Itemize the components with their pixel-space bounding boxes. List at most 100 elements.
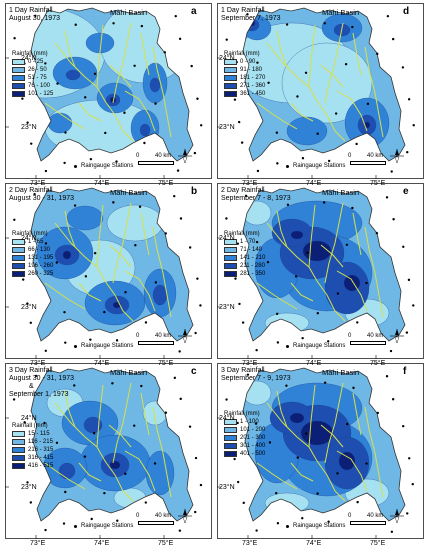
lat-label: 24°N	[219, 415, 235, 422]
raingauge-station	[73, 384, 76, 387]
map-panel-f: 3 Day Rainfall September 7 - 9, 1973 Mahi …	[217, 363, 424, 539]
legend-title: Rainfall (mm)	[224, 231, 260, 237]
raingauge-station	[275, 131, 279, 134]
raingauge-station	[376, 52, 379, 56]
lon-label: 73°E	[242, 360, 258, 367]
raingauge-station	[225, 398, 228, 401]
lon-label: 74°E	[306, 540, 322, 547]
lon-label: 74°E	[94, 540, 110, 547]
station-dot-icon	[74, 164, 77, 168]
panel-letter: d	[403, 6, 410, 17]
legend-item: 51 - 75	[12, 74, 53, 82]
river-line	[152, 406, 172, 498]
map-title-line: September 7, 1973	[221, 15, 281, 22]
raingauge-station	[164, 411, 168, 414]
rainfall-zone	[302, 240, 332, 262]
raingauge-station	[391, 37, 395, 41]
raingauge-station	[29, 501, 33, 504]
rainfall-zone	[66, 205, 104, 231]
north-arrow-icon	[390, 149, 404, 164]
legend-title: Rainfall (mm)	[12, 231, 48, 237]
river-line	[320, 244, 344, 268]
raingauge-station	[405, 331, 409, 334]
raingauge-station	[89, 157, 93, 161]
lon-label: 75°E	[158, 360, 174, 367]
legend-item: 271 - 360	[224, 82, 265, 90]
legend-swatch	[224, 263, 237, 269]
lon-label: 74°E	[306, 180, 322, 187]
river-line	[266, 222, 346, 322]
lat-label: 23°N	[21, 304, 37, 311]
legend-label: 361 - 450	[240, 91, 266, 97]
raingauge-station	[12, 398, 16, 401]
map-title-line: August 30 - 31, 1973	[9, 195, 74, 202]
raingauge-station	[336, 472, 339, 475]
raingauge-station	[154, 102, 157, 105]
rainfall-map	[5, 3, 212, 179]
lon-label: 74°E	[94, 180, 110, 187]
raingauge-station	[62, 522, 66, 525]
lat-label: 24°N	[219, 235, 235, 242]
raingauge-station	[402, 424, 405, 428]
river-line	[352, 212, 362, 256]
legend-swatch	[12, 67, 25, 73]
basin-name: Mahi Basin	[110, 188, 148, 197]
legend-label: 71 - 140	[240, 247, 263, 253]
raingauge-station	[26, 302, 29, 305]
raingauge-station	[188, 246, 192, 249]
raingauge-station	[386, 14, 390, 18]
legend-item: 26 - 50	[12, 66, 53, 74]
legend-swatch	[12, 455, 25, 461]
raingauge-station	[178, 37, 182, 41]
legend-swatch	[12, 263, 25, 269]
north-arrow-icon	[178, 509, 192, 524]
north-arrow-icon	[178, 149, 192, 164]
rainfall-zone	[290, 230, 304, 240]
raingauge-station	[13, 218, 16, 222]
basin-name: Mahi Basin	[110, 368, 148, 377]
raingauge-station	[43, 421, 46, 425]
lon-label: 73°E	[30, 360, 46, 367]
raingauge-station	[238, 302, 241, 306]
raingauge-station	[44, 528, 47, 532]
raingauge-station	[401, 66, 405, 69]
station-label: Raingauge Stations	[293, 163, 346, 169]
station-legend: Raingauge Stations	[286, 523, 345, 529]
rainfall-legend: Rainfall (mm) 0 - 90 91 - 180 181 - 270 271 …	[224, 51, 265, 98]
legend-item: 1 - 70	[224, 238, 265, 246]
basin-name: Mahi Basin	[322, 188, 360, 197]
raingauge-station	[255, 348, 258, 352]
raingauge-station	[44, 169, 48, 173]
raingauge-station	[355, 142, 358, 146]
raingauge-station	[178, 529, 182, 532]
legend-item: 101 - 200	[224, 426, 265, 434]
scale-zero: 0	[136, 513, 140, 519]
raingauge-station	[296, 95, 299, 98]
raingauge-station	[196, 277, 199, 280]
scale-zero: 0	[348, 153, 352, 159]
raingauge-station	[411, 482, 414, 486]
map-title-line: 1 Day Rainfall	[221, 7, 265, 14]
raingauge-station	[294, 275, 298, 278]
raingauge-station	[93, 251, 97, 255]
rainfall-legend: Rainfall (mm) 1 - 100 101 - 200 201 - 300 30…	[224, 411, 265, 458]
raingauge-station	[268, 441, 272, 444]
north-arrow-icon	[390, 509, 404, 524]
legend-swatch	[12, 447, 25, 453]
raingauge-station	[140, 384, 143, 388]
raingauge-station	[267, 81, 270, 84]
legend-swatch	[224, 75, 237, 81]
lat-label: 24°N	[21, 55, 37, 62]
station-label: Raingauge Stations	[293, 523, 346, 529]
lat-label: 23°N	[219, 124, 235, 131]
legend-item: 216 - 315	[12, 446, 53, 454]
raingauge-station	[407, 98, 411, 101]
lat-label: 23°N	[21, 484, 37, 491]
river-line	[290, 462, 314, 482]
legend-label: 211 - 280	[240, 263, 265, 269]
map-panel-b: 2 Day Rainfall August 30 - 31, 1973 Mahi B…	[5, 183, 212, 359]
legend-label: 91 - 180	[240, 67, 263, 73]
lat-label: 23°N	[219, 304, 235, 311]
scale-end: 40 km	[367, 333, 384, 339]
legend-item: 91 - 180	[224, 66, 265, 74]
